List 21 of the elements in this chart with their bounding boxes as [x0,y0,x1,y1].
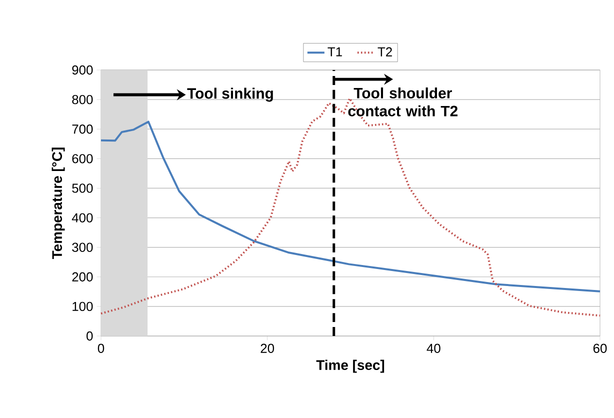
x-axis-title: Time [sec] [316,360,384,373]
y-tick-label: 600 [72,154,93,164]
x-tick-label: 0 [98,344,104,353]
y-tick-label: 800 [72,94,93,104]
annotation: Tool shoulder contact with T2 [348,87,458,116]
x-tick-label: 20 [260,344,274,353]
annotation: Tool sinking [187,88,273,102]
y-tick-label: 500 [72,184,93,193]
legend-label: T2 [378,47,392,56]
x-tick-label: 40 [426,344,440,353]
y-axis-title: Temperature [°C] [52,148,65,259]
y-tick-label: 900 [72,65,93,75]
line-series [100,120,601,292]
y-tick-label: 300 [72,242,93,252]
y-tick-label: 700 [72,124,93,134]
y-tick-label: 100 [72,302,93,312]
y-tick-label: 200 [72,272,93,282]
y-tick-label: 400 [72,213,93,222]
legend-label: T1 [328,47,342,56]
y-tick-label: 0 [86,331,93,341]
x-tick-label: 60 [593,344,607,353]
